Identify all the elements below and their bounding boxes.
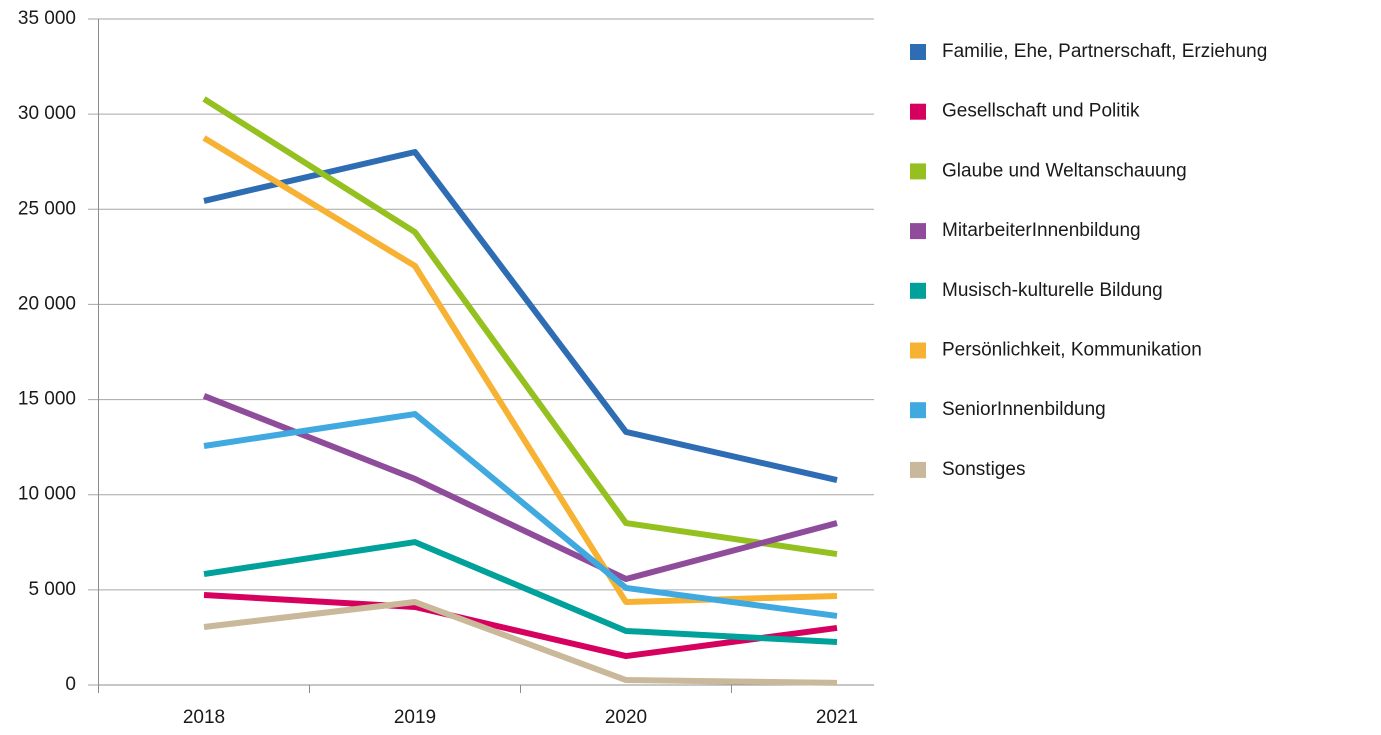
- x-tick-label: 2019: [394, 707, 436, 728]
- legend-label: MitarbeiterInnenbildung: [942, 220, 1141, 241]
- y-tick-label: 10 000: [18, 484, 76, 505]
- x-tick-label: 2018: [183, 707, 225, 728]
- y-tick-label: 0: [65, 674, 76, 695]
- legend-label: SeniorInnenbildung: [942, 399, 1106, 420]
- series-line: [203, 591, 838, 660]
- y-tick-label: 30 000: [18, 103, 76, 124]
- y-tick-label: 25 000: [18, 198, 76, 219]
- series-line: [202, 96, 838, 558]
- series-line: [202, 393, 838, 583]
- x-tick-label: 2021: [816, 707, 858, 728]
- legend-swatch: [910, 223, 926, 240]
- legend-swatch: [910, 282, 926, 299]
- legend-label: Gesellschaft und Politik: [942, 101, 1140, 122]
- series-line: [202, 135, 838, 606]
- series-line: [203, 411, 838, 619]
- legend-swatch: [910, 163, 926, 180]
- legend-swatch: [910, 342, 926, 359]
- series-line: [203, 149, 838, 483]
- legend-label: Glaube und Weltanschauung: [942, 160, 1187, 181]
- y-tick-label: 15 000: [18, 389, 76, 410]
- x-tick-label: 2020: [605, 707, 647, 728]
- legend-swatch: [910, 44, 926, 60]
- y-tick-label: 5 000: [28, 579, 76, 600]
- y-tick-label: 20 000: [18, 293, 76, 314]
- legend-swatch: [910, 402, 926, 419]
- series-line: [203, 539, 838, 645]
- legend-label: Familie, Ehe, Partnerschaft, Erziehung: [942, 41, 1267, 62]
- legend-swatch: [910, 103, 926, 120]
- y-tick-label: 35 000: [18, 8, 76, 29]
- legend-label: Persönlichkeit, Kommunikation: [942, 340, 1202, 361]
- legend-label: Sonstiges: [942, 459, 1025, 480]
- series-line: [203, 599, 838, 686]
- legend-label: Musisch-kulturelle Bildung: [942, 280, 1163, 301]
- legend-swatch: [910, 461, 926, 478]
